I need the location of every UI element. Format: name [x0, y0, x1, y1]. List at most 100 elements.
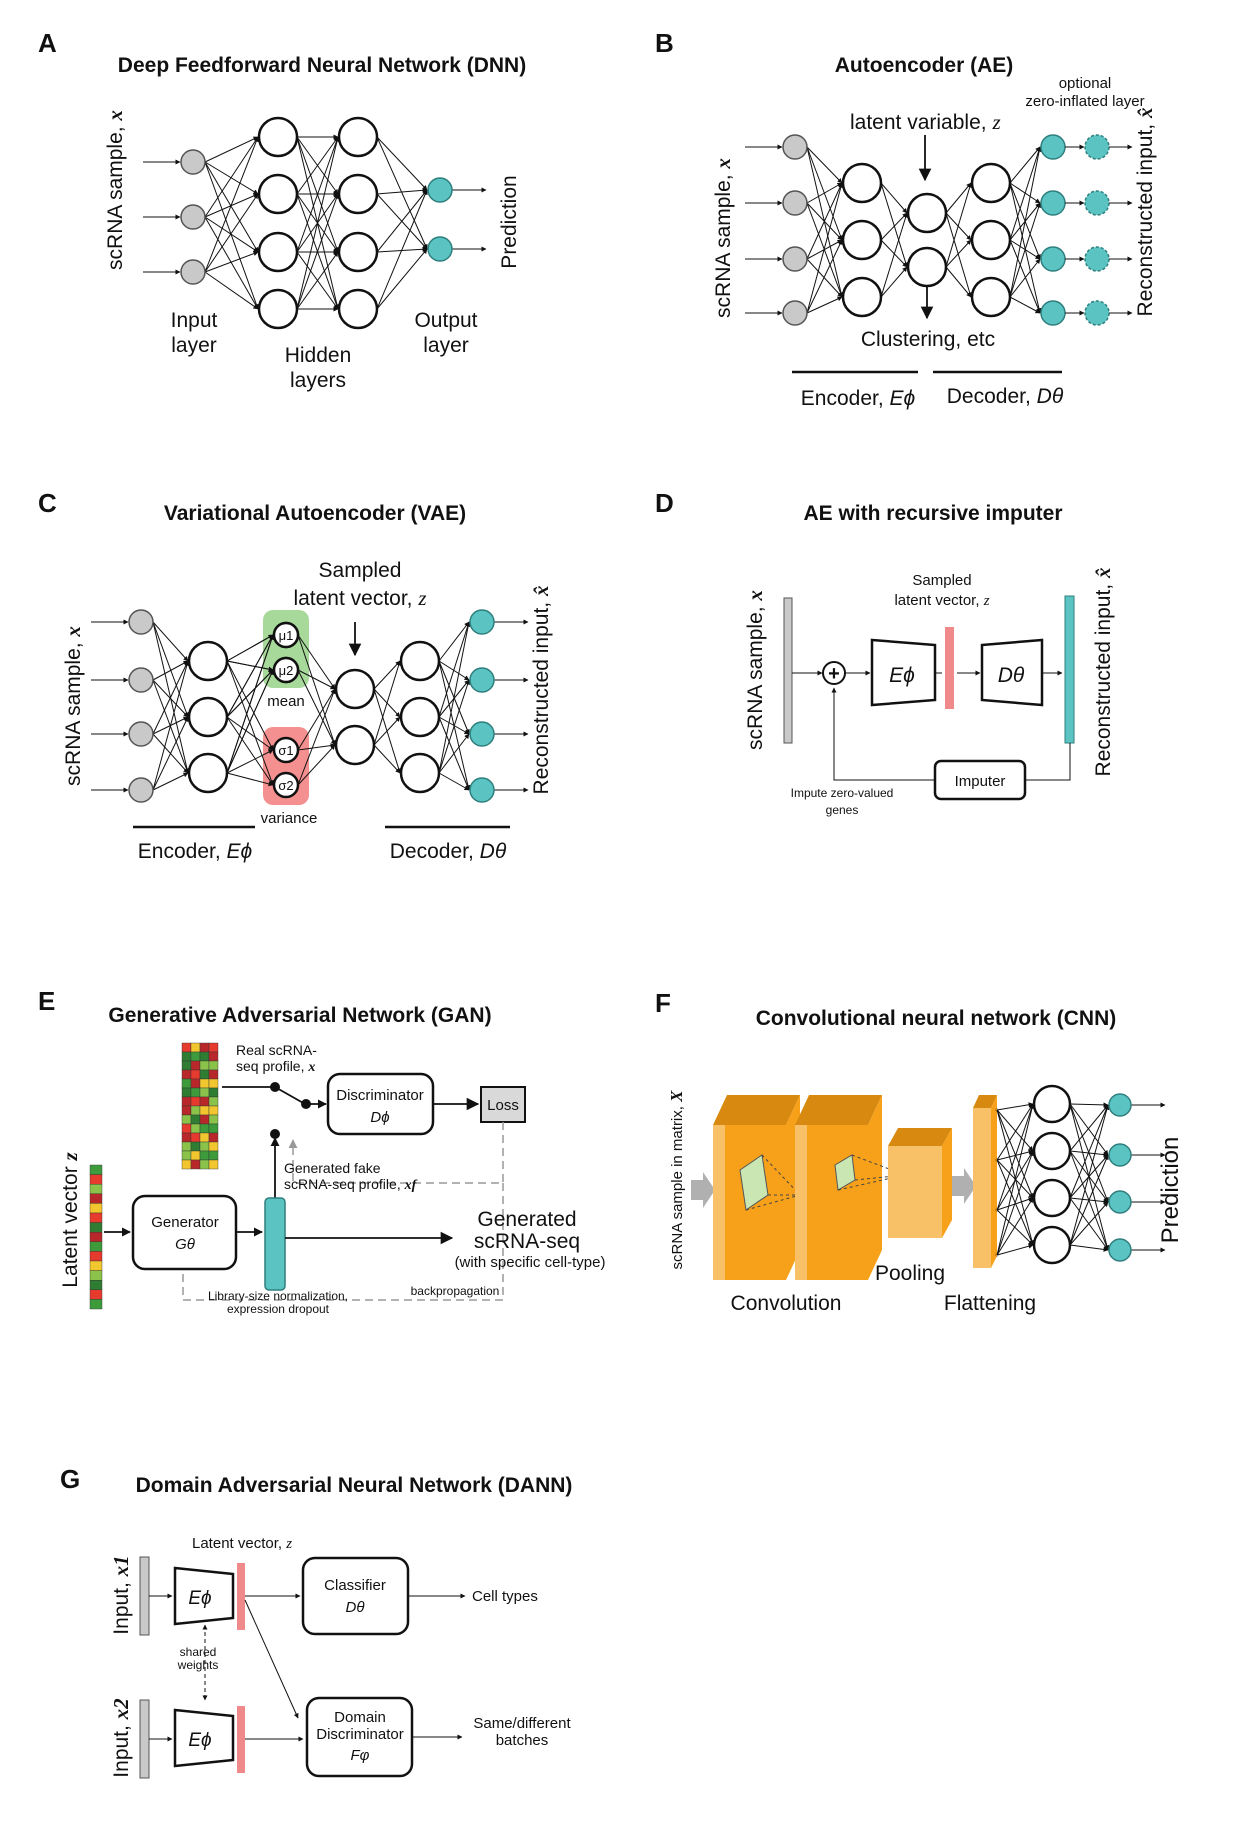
panel-c-variance-node	[272, 771, 300, 799]
panel-e-heatmap-cell	[199, 1078, 210, 1089]
panel-e-latent-cell	[89, 1241, 103, 1252]
panel-f-edge	[1069, 1154, 1109, 1246]
panel-a-edge	[204, 193, 259, 273]
panel-e-heatmap-cell	[199, 1051, 210, 1062]
panel-c-input-node	[128, 609, 154, 635]
panel-b-network	[745, 134, 1133, 326]
panel-a-output-node	[427, 236, 453, 262]
panel-f-conv-block-1	[713, 1095, 801, 1280]
panel-f-edge	[996, 1243, 1034, 1256]
panel-g-encoder1-block	[173, 1566, 235, 1626]
svg-text:scRNA sample in matrix, X: scRNA sample in matrix, X	[667, 1090, 686, 1270]
panel-c-output-node	[469, 777, 495, 803]
panel-b-decoder-label: Decoder, Dθ	[947, 385, 1064, 408]
panel-c-edge	[226, 634, 274, 718]
panel-e-heatmap-cell	[199, 1141, 210, 1152]
panel-e-latent-column	[89, 1164, 103, 1310]
panel-f-prediction-label: Prediction	[1157, 1137, 1184, 1244]
panel-b-zero-inflated-node	[1084, 134, 1110, 160]
panel-e-heatmap-cell	[208, 1159, 219, 1170]
panel-e-heatmap-cell	[208, 1060, 219, 1071]
panel-d-input-bar	[783, 597, 793, 744]
panel-f-hidden-node	[1032, 1225, 1072, 1265]
panel-e-letter: E	[38, 986, 55, 1016]
svg-text:Prediction: Prediction	[498, 175, 521, 268]
panel-c-edge	[297, 688, 336, 786]
panel-a-output-layer-label: Output layer	[414, 309, 477, 357]
panel-g-classifier-symbol: Dθ	[346, 1599, 365, 1616]
panel-a-hidden1-node	[257, 231, 299, 273]
panel-b-edge	[880, 266, 908, 298]
panel-e-heatmap-cell	[208, 1123, 219, 1134]
panel-e-switch-arm	[274, 1086, 306, 1105]
panel-e-latent-cell	[89, 1174, 103, 1185]
panel-e-generated-bar	[264, 1197, 286, 1291]
panel-c-mean-label: mean	[267, 693, 305, 710]
panel-a-edge	[296, 136, 340, 310]
panel-a-edge	[296, 136, 339, 253]
panel-a-edge	[204, 216, 259, 310]
panel-c-edge	[226, 660, 274, 786]
svg-text:scRNA sample, x: scRNA sample, x	[103, 110, 127, 270]
panel-e-latent-cell	[89, 1193, 103, 1204]
panel-b-latent-label: latent variable, z	[850, 110, 1001, 134]
panel-a-edge	[204, 136, 259, 273]
panel-e-heatmap-cell	[181, 1060, 192, 1071]
panel-c-recon-axis: Reconstructed input, x̂	[529, 586, 553, 795]
panel-e-heatmap-cell	[181, 1042, 192, 1053]
panel-g: G Domain Adversarial Neural Network (DAN…	[60, 1464, 572, 1779]
panel-f-flatten-block	[973, 1095, 997, 1268]
panel-e-generated-note: (with specific cell-type)	[455, 1254, 606, 1271]
panel-e-heatmap-cell	[181, 1096, 192, 1107]
svg-text:Reconstructed input, x̂: Reconstructed input, x̂	[1091, 568, 1115, 777]
panel-b-latent-node	[906, 246, 948, 288]
panel-f-edge	[1069, 1103, 1109, 1156]
panel-f-output-node	[1108, 1143, 1132, 1167]
panel-b-decoder-node	[970, 219, 1012, 261]
panel-g-latent-label: Latent vector, z	[192, 1535, 292, 1552]
panel-b: B Autoencoder (AE) optional zero-inflated…	[655, 28, 1157, 410]
panel-a-edge	[204, 271, 259, 310]
panel-e-heatmap-cell	[199, 1114, 210, 1125]
panel-b-input-node	[782, 246, 808, 272]
panel-a-input-axis: scRNA sample, x	[103, 110, 127, 270]
panel-b-recon-axis: Reconstructed input, x̂	[1133, 108, 1157, 317]
panel-c-edge	[152, 660, 189, 735]
panel-c-edge	[297, 669, 336, 746]
panel-f-flatten-arrow	[952, 1168, 976, 1204]
panel-e-heatmap-cell	[208, 1051, 219, 1062]
panel-f-edge	[1069, 1150, 1109, 1158]
panel-b-edge	[945, 182, 973, 268]
panel-c-variance-node-label: σ1	[278, 743, 293, 758]
panel-e-backprop-label: backpropagation	[411, 1284, 500, 1298]
panel-e-heatmap-cell	[199, 1060, 210, 1071]
panel-c-mean-node-label: μ1	[279, 628, 294, 643]
panel-b-optional-label: optional zero-inflated layer	[1025, 75, 1144, 110]
panel-f-edge	[997, 1102, 1034, 1111]
panel-e-heatmap-cell	[181, 1105, 192, 1116]
panel-a-edge	[204, 161, 259, 253]
panel-c-edge	[152, 716, 189, 791]
svg-text:Latent vector z: Latent vector z	[58, 1151, 82, 1287]
panel-e-heatmap-cell	[208, 1141, 219, 1152]
panel-e-fake-label: Generated fake scRNA-seq profile, xf	[284, 1160, 418, 1193]
panel-c-edge	[226, 634, 274, 774]
panel-b-zero-inflated-node	[1084, 190, 1110, 216]
panel-a-edge	[376, 136, 428, 250]
panel-c-decoder-node	[399, 696, 441, 738]
panel-e-disc-symbol: Dϕ	[370, 1109, 389, 1126]
svg-text:Reconstructed input, x̂: Reconstructed input, x̂	[1133, 108, 1157, 317]
panel-f-edge	[996, 1197, 1034, 1256]
panel-c-edge	[438, 621, 471, 774]
panel-a-connections	[204, 134, 428, 312]
panel-g-encoder2-block	[173, 1708, 235, 1768]
panel-e-heatmap-cell	[190, 1060, 201, 1071]
panel-e-real-heatmap	[181, 1042, 219, 1170]
panel-b-encoder-label: Encoder, Eϕ	[801, 387, 915, 410]
panel-f-edge	[1069, 1201, 1109, 1246]
panel-f-edge	[996, 1103, 1034, 1211]
svg-text:Reconstructed input, x̂: Reconstructed input, x̂	[529, 586, 553, 795]
panel-e-heatmap-cell	[208, 1114, 219, 1125]
panel-f: F Convolutional neural network (CNN) scR…	[655, 988, 1184, 1315]
panel-c-edge	[226, 749, 274, 774]
